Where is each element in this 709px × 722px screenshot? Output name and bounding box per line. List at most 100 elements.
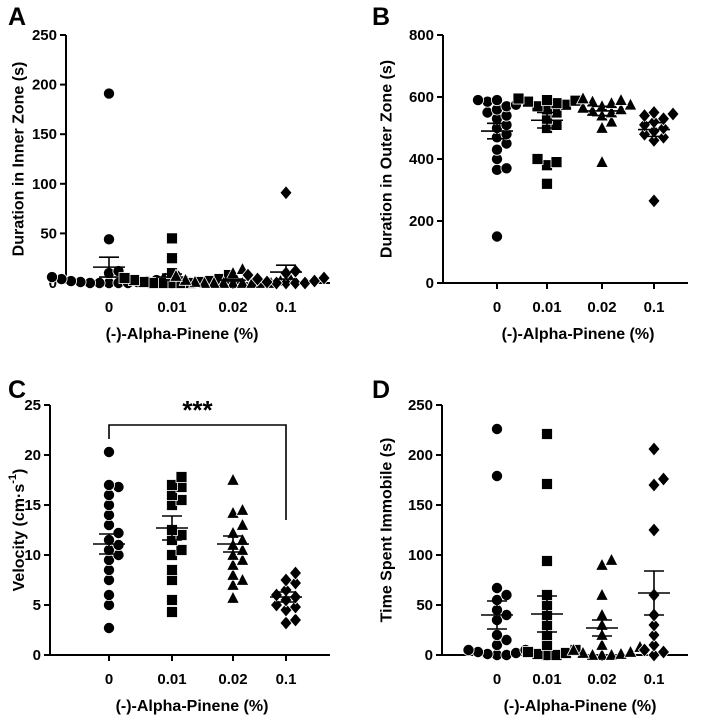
data-point xyxy=(550,119,563,131)
data-point xyxy=(656,120,671,136)
data-point xyxy=(317,270,331,286)
y-axis-title: Time Spent Immobile (s) xyxy=(379,438,396,623)
data-point xyxy=(103,498,116,511)
data-point xyxy=(656,471,671,487)
data-point xyxy=(250,271,265,287)
data-point xyxy=(103,622,116,635)
data-point xyxy=(103,508,116,521)
data-point xyxy=(166,594,178,606)
data-point xyxy=(103,589,116,602)
y-axis-title-part: -1 xyxy=(7,474,19,484)
x-tick-label: 0.1 xyxy=(276,299,297,316)
data-point xyxy=(471,94,484,107)
data-point xyxy=(197,275,212,289)
series-0.02 xyxy=(217,472,250,604)
x-tick-label: 0.02 xyxy=(218,299,247,316)
data-point xyxy=(462,644,475,657)
data-point xyxy=(169,268,183,282)
data-point xyxy=(541,478,553,490)
data-point xyxy=(235,502,250,516)
x-tick-label: 0 xyxy=(105,299,113,316)
data-point xyxy=(604,647,619,661)
panel-d: D 0 50 100 150 200 250 0 0.01 0.02 0.1 (-)-Alpha-P… xyxy=(372,376,688,715)
data-point xyxy=(541,428,553,440)
series-0.01 xyxy=(512,92,582,190)
x-tick-label: 0.02 xyxy=(218,671,247,688)
series-0 xyxy=(93,445,125,635)
y-axis-title: Duration in Inner Zone (s) xyxy=(11,62,28,257)
data-point xyxy=(166,252,178,265)
data-point xyxy=(288,599,303,615)
data-point xyxy=(235,275,250,289)
y-tick-label: 0 xyxy=(426,275,434,292)
x-tick-label: 0.1 xyxy=(644,299,665,316)
y-tick-label: 200 xyxy=(32,77,57,94)
data-point xyxy=(166,479,178,491)
data-point xyxy=(490,582,503,595)
data-point xyxy=(647,104,661,121)
data-point xyxy=(112,539,125,552)
data-point xyxy=(112,527,125,540)
x-tick-label: 0.1 xyxy=(276,671,297,688)
x-tick-label: 0 xyxy=(493,299,501,316)
data-point xyxy=(279,572,293,588)
data-point xyxy=(623,644,638,658)
y-tick-label: 50 xyxy=(416,597,433,614)
y-tick-label: 200 xyxy=(408,447,433,464)
data-point xyxy=(647,522,661,538)
y-tick-label: 150 xyxy=(32,126,57,143)
data-point xyxy=(288,263,303,279)
data-point xyxy=(178,272,193,286)
data-point xyxy=(175,544,188,556)
y-tick-label: 100 xyxy=(408,547,433,564)
data-point xyxy=(175,471,188,483)
data-point xyxy=(647,627,661,643)
series-0.02 xyxy=(566,552,647,661)
series-0 xyxy=(462,422,532,662)
data-point xyxy=(235,517,250,531)
data-point xyxy=(235,532,250,546)
data-point xyxy=(103,599,116,612)
data-point xyxy=(656,644,671,660)
data-point xyxy=(307,273,322,289)
y-tick-label: 100 xyxy=(32,176,57,193)
data-point xyxy=(166,232,178,245)
data-point xyxy=(614,92,628,106)
series-0.1 xyxy=(637,104,680,209)
y-tick-label: 150 xyxy=(408,497,433,514)
series-0.01 xyxy=(522,428,582,661)
series-0.1 xyxy=(241,185,331,291)
data-point xyxy=(595,607,609,621)
data-point xyxy=(647,477,661,493)
data-point xyxy=(279,615,293,631)
data-point xyxy=(647,193,661,209)
x-tick-label: 0 xyxy=(493,671,501,688)
series-0.1 xyxy=(269,565,303,631)
data-point xyxy=(103,233,116,246)
data-point xyxy=(512,92,525,105)
data-point xyxy=(103,564,116,577)
y-tick-label: 5 xyxy=(33,597,41,614)
data-point xyxy=(226,472,240,486)
data-point xyxy=(637,642,652,658)
y-tick-label: 200 xyxy=(409,213,434,230)
data-point xyxy=(490,143,503,156)
data-point xyxy=(490,469,503,482)
panel-d-letter: D xyxy=(372,376,390,404)
data-point xyxy=(490,94,503,107)
data-point xyxy=(166,574,178,586)
y-axis-title-part: ) xyxy=(11,469,28,474)
data-point xyxy=(226,275,240,289)
data-point xyxy=(647,637,661,653)
panel-c-letter: C xyxy=(8,376,26,404)
data-point xyxy=(647,617,661,633)
series-0 xyxy=(471,94,522,243)
data-point xyxy=(166,606,178,618)
data-point xyxy=(541,639,553,651)
x-axis-title: (-)-Alpha-Pinene (%) xyxy=(504,698,657,715)
data-point xyxy=(118,272,131,284)
y-tick-label: 50 xyxy=(40,225,57,242)
y-tick-label: 0 xyxy=(425,647,433,664)
data-point xyxy=(541,555,553,567)
